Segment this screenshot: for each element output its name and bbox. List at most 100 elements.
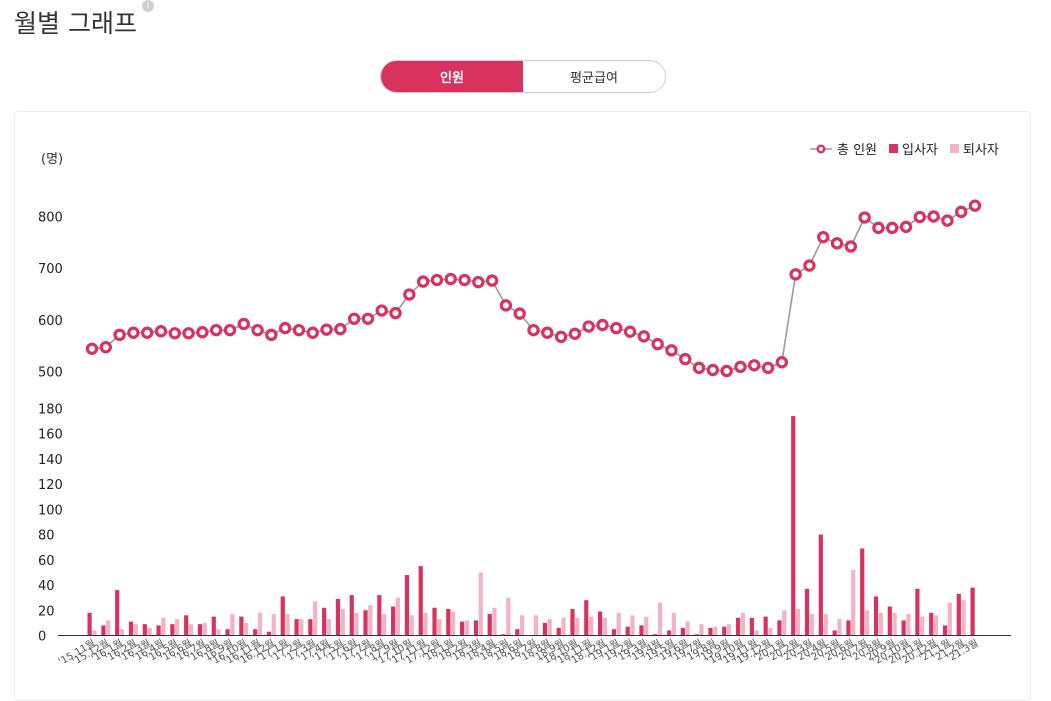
headcount-point [651, 337, 664, 351]
leave-bar [202, 622, 207, 636]
leave-bar [230, 614, 235, 636]
headcount-point [306, 326, 319, 339]
leave-bar [340, 609, 345, 636]
hire-bar [735, 617, 741, 636]
leave-bar [947, 602, 952, 636]
legend-label-hire: 입사자 [902, 143, 938, 158]
headcount-point [913, 210, 927, 224]
hire-bar [432, 607, 437, 636]
tab-headcount[interactable]: 인원 [381, 61, 523, 92]
headcount-point [968, 199, 982, 212]
leave-bar [119, 629, 125, 636]
headcount-point [237, 317, 250, 331]
leave-bar [492, 607, 497, 636]
headcount-point [817, 230, 830, 244]
headcount-point [430, 273, 444, 287]
line-y-tick-label: 600 [38, 314, 63, 329]
leave-bar [161, 617, 166, 636]
headcount-point [278, 321, 292, 335]
info-icon[interactable]: i [142, 0, 154, 12]
line-y-tick-label: 700 [38, 262, 63, 277]
headcount-point [775, 356, 789, 369]
hire-bar [363, 610, 368, 636]
hire-bar [473, 620, 479, 636]
leave-bar [657, 602, 663, 636]
headcount-point [541, 326, 554, 339]
hire-bar [239, 616, 244, 636]
leave-bar [520, 615, 525, 636]
hire-bar [128, 621, 134, 636]
hire-bar [308, 619, 313, 636]
headcount-point [789, 268, 802, 281]
headcount-point [320, 323, 333, 336]
hire-bar [956, 593, 961, 636]
bar-y-tick-label: 80 [38, 529, 55, 544]
hire-bar [970, 587, 975, 636]
headcount-point [761, 361, 775, 375]
headcount-point [334, 322, 347, 336]
hire-bar [197, 624, 203, 636]
leave-bar [644, 616, 649, 636]
leave-bar [892, 612, 897, 636]
headcount-point [623, 325, 637, 338]
leave-bar [354, 612, 359, 636]
bar-y-tick-label: 100 [38, 503, 63, 518]
hire-bar [115, 590, 120, 636]
leave-bar [933, 615, 939, 636]
leave-bar [878, 612, 883, 636]
headcount-point [127, 326, 140, 339]
leave-bar [809, 614, 814, 636]
headcount-point [389, 306, 402, 320]
line-y-tick-label: 500 [38, 366, 63, 381]
hire-bar [142, 624, 147, 636]
hire-bar [570, 609, 575, 636]
hire-bar [556, 627, 561, 636]
leave-bar [216, 629, 221, 636]
leave-bar [92, 630, 97, 636]
hire-bar [873, 596, 879, 636]
hire-bar [322, 607, 327, 636]
hire-bar [404, 574, 410, 636]
leave-bar [795, 609, 801, 636]
leave-bar [257, 612, 263, 636]
hire-bar [87, 612, 92, 636]
hire-bar [708, 627, 713, 636]
hire-bar [846, 620, 851, 636]
hire-bar [666, 630, 672, 636]
hire-bar [211, 616, 216, 636]
hire-bar [832, 630, 837, 636]
hire-bar [349, 595, 354, 636]
hire-bar [901, 620, 906, 636]
headcount-point [568, 327, 582, 340]
headcount-point [458, 273, 471, 287]
leave-bar [864, 610, 870, 636]
headcount-point [679, 352, 692, 366]
hire-bar [377, 595, 382, 636]
headcount-point [637, 330, 651, 343]
hire-bar [418, 566, 423, 636]
headcount-point [886, 221, 899, 235]
headcount-point [485, 274, 499, 287]
leave-bar [368, 605, 373, 636]
hire-bar [694, 634, 699, 636]
headcount-point [375, 304, 388, 317]
bar-y-tick-label: 180 [38, 403, 63, 418]
headcount-point [361, 312, 375, 325]
headcount-point [803, 259, 816, 272]
headcount-point [209, 323, 223, 337]
headcount-point [154, 325, 168, 338]
headcount-point [527, 323, 540, 337]
bar-y-tick-label: 20 [38, 604, 55, 619]
hire-bar [460, 621, 465, 636]
hire-bar [501, 634, 506, 636]
hire-bar [915, 588, 920, 636]
leave-bar [147, 627, 152, 636]
hire-bar [335, 598, 341, 636]
headcount-point [734, 360, 747, 374]
headcount-point [196, 326, 209, 339]
headcount-point [872, 221, 885, 235]
hire-bar [942, 625, 948, 636]
hire-bar [722, 626, 727, 636]
tab-average-salary[interactable]: 평균급여 [570, 71, 618, 86]
